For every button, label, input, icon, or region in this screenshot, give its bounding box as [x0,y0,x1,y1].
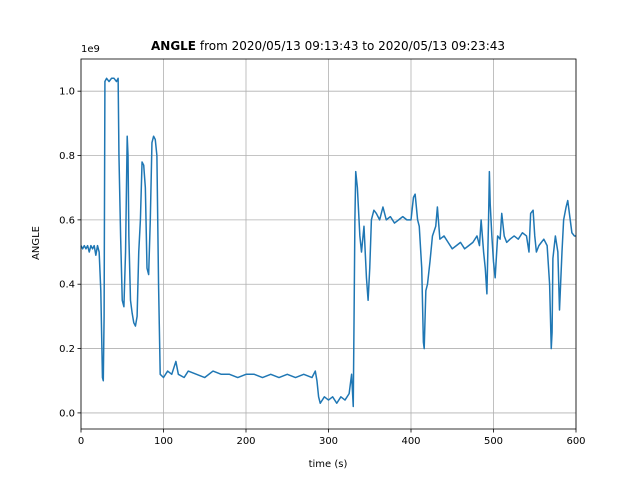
y-tick-label: 0.8 [59,151,75,162]
x-tick-label: 500 [484,436,503,447]
x-tick-label: 0 [78,436,84,447]
x-tick-label: 200 [236,436,255,447]
plot-frame [80,58,577,430]
title-rest: from 2020/05/13 09:13:43 to 2020/05/13 0… [200,39,505,53]
x-tick-label: 300 [319,436,338,447]
y-tick-label: 0.0 [59,408,75,419]
y-axis-label: ANGLE [31,226,42,260]
offset-label: 1e9 [81,44,100,55]
x-tick-label: 600 [566,436,585,447]
data-line [80,77,576,408]
x-tick-label: 100 [154,436,173,447]
y-tick-label: 1.0 [59,87,75,98]
chart-title: ANGLE from 2020/05/13 09:13:43 to 2020/0… [151,39,505,53]
title-bold: ANGLE [151,39,196,53]
y-tick-label: 0.4 [59,280,75,291]
y-tick-label: 0.2 [59,344,75,355]
x-axis-label: time (s) [309,459,348,470]
y-tick-label: 0.6 [59,215,75,226]
x-tick-label: 400 [401,436,420,447]
